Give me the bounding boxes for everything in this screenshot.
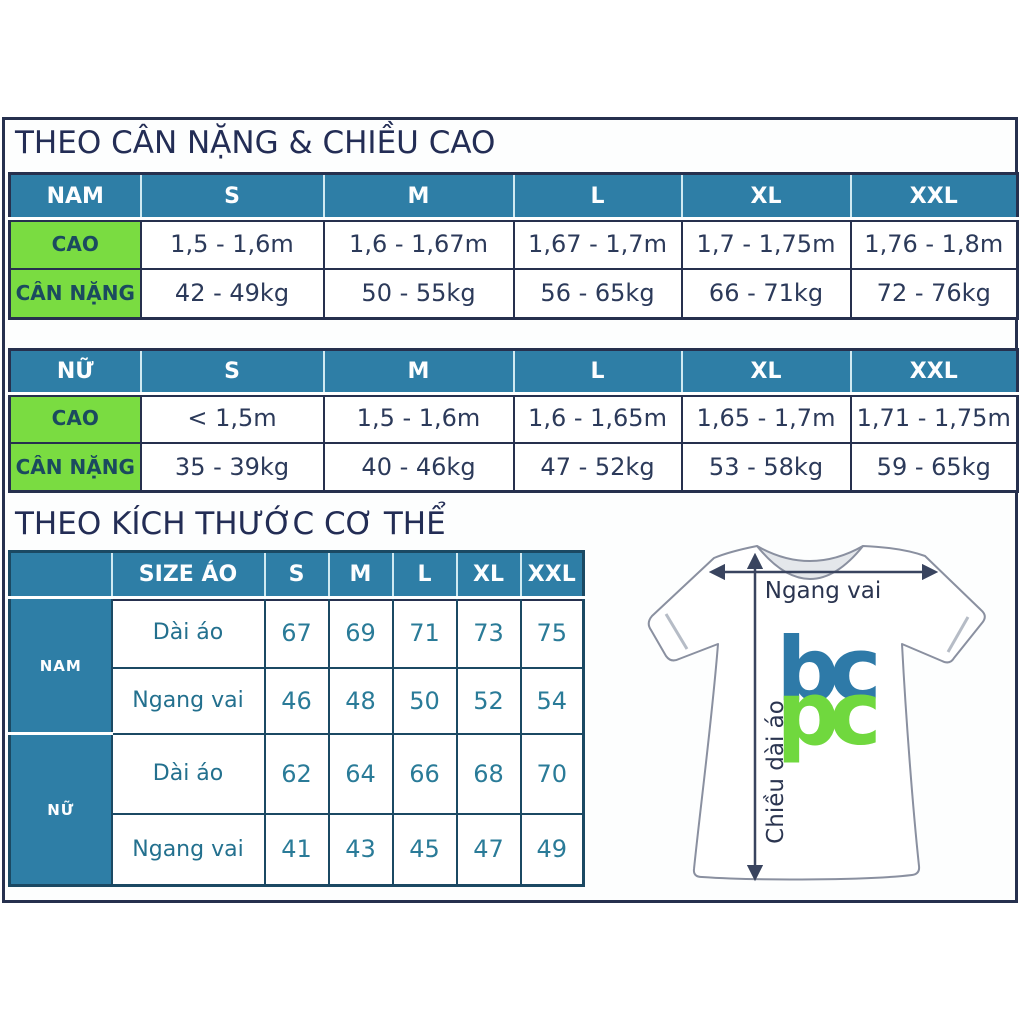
table-cell: 66 - 71kg xyxy=(680,267,852,320)
table-cell: 73 xyxy=(455,596,522,669)
table-cell: 48 xyxy=(327,666,394,735)
size-header-cell: S xyxy=(139,348,325,395)
table-row: CÂN NẶNG 42 - 49kg 50 - 55kg 56 - 65kg 6… xyxy=(8,267,1019,320)
height-row-label: CAO xyxy=(8,392,142,444)
table-cell: 1,6 - 1,65m xyxy=(512,392,683,444)
table-cell: 41 xyxy=(263,812,330,887)
table-cell: 53 - 58kg xyxy=(680,441,852,493)
table-cell: 1,71 - 1,75m xyxy=(849,392,1019,444)
shoulder-width-label: Ngang vai xyxy=(110,666,266,735)
table-cell: 1,67 - 1,7m xyxy=(512,217,683,270)
chart-frame: THEO CÂN NẶNG & CHIỀU CAO NAM S M L XL X… xyxy=(2,117,1019,903)
table-row: NAM Dài áo 67 69 71 73 75 xyxy=(8,596,585,735)
table-cell: 1,65 - 1,7m xyxy=(680,392,852,444)
table-row: Ngang vai 41 43 45 47 49 xyxy=(10,812,585,887)
table-cell: 47 - 52kg xyxy=(512,441,683,493)
size-header-cell: XXL xyxy=(519,550,585,599)
men-label-cell: NAM xyxy=(8,172,142,220)
table-cell: 43 xyxy=(327,812,394,887)
table-cell: 59 - 65kg xyxy=(849,441,1019,493)
size-header-cell: XXL xyxy=(849,172,1019,220)
table-cell: 69 xyxy=(327,596,394,669)
table-cell: 1,76 - 1,8m xyxy=(849,217,1019,270)
shirt-length-arrow-label: Chiều dài áo xyxy=(763,700,789,844)
table-cell: 47 xyxy=(455,812,522,887)
table-cell: 1,5 - 1,6m xyxy=(322,392,515,444)
table-cell: 54 xyxy=(519,666,585,735)
sleeve-seam-right xyxy=(946,616,970,653)
table-cell: 50 xyxy=(391,666,458,735)
women-label-cell: NỮ xyxy=(8,348,142,395)
logo-pc: pc xyxy=(776,662,876,765)
shirt-length-label: Dài áo xyxy=(110,732,266,815)
corner-cell xyxy=(8,550,113,599)
women-group-label: NỮ xyxy=(8,732,113,887)
table-cell: 52 xyxy=(455,666,522,735)
shirt-length-label: Dài áo xyxy=(110,596,266,669)
size-header-cell: S xyxy=(263,550,330,599)
table-row: NỮ Dài áo 62 64 66 68 70 xyxy=(8,732,585,887)
table-cell: 72 - 76kg xyxy=(849,267,1019,320)
weight-row-label: CÂN NẶNG xyxy=(8,441,142,493)
table-cell: 1,7 - 1,75m xyxy=(680,217,852,270)
size-header-cell: L xyxy=(512,172,683,220)
table-cell: 71 xyxy=(391,596,458,669)
sleeve-seam-left xyxy=(664,613,689,650)
size-header-cell: XXL xyxy=(849,348,1019,395)
table-row: CAO 1,5 - 1,6m 1,6 - 1,67m 1,67 - 1,7m 1… xyxy=(8,217,1019,270)
logo-bc: bc xyxy=(776,618,876,721)
women-height-weight-table: NỮ S M L XL XXL CAO < 1,5m 1,5 - 1,6m 1,… xyxy=(8,348,1019,493)
table-header-row: NAM S M L XL XXL xyxy=(8,172,1019,220)
shoulder-width-label: Ngang vai xyxy=(110,812,266,887)
men-height-weight-table: NAM S M L XL XXL CAO 1,5 - 1,6m 1,6 - 1,… xyxy=(8,172,1019,320)
table-cell: 70 xyxy=(519,732,585,815)
shoulder-width-arrow-label: Ngang vai xyxy=(765,578,881,604)
table-cell: 40 - 46kg xyxy=(322,441,515,493)
table-cell: 68 xyxy=(455,732,522,815)
size-header-cell: XL xyxy=(680,172,852,220)
size-header-cell: L xyxy=(512,348,683,395)
section2-title: THEO KÍCH THƯỚC CƠ THỂ xyxy=(15,506,446,542)
table-cell: 67 xyxy=(263,596,330,669)
table-row: Ngang vai 46 48 50 52 54 xyxy=(10,666,585,735)
weight-row-label: CÂN NẶNG xyxy=(8,267,142,320)
table-cell: 64 xyxy=(327,732,394,815)
table-cell: 50 - 55kg xyxy=(322,267,515,320)
table-row: CAO < 1,5m 1,5 - 1,6m 1,6 - 1,65m 1,65 -… xyxy=(8,392,1019,444)
size-header-cell: XL xyxy=(680,348,852,395)
table-cell: 35 - 39kg xyxy=(139,441,325,493)
size-header-cell: M xyxy=(322,348,515,395)
size-header-cell: M xyxy=(322,172,515,220)
table-cell: 46 xyxy=(263,666,330,735)
table-cell: 56 - 65kg xyxy=(512,267,683,320)
men-group-label: NAM xyxy=(8,596,113,735)
table-cell: < 1,5m xyxy=(139,392,325,444)
size-header-cell: XL xyxy=(455,550,522,599)
table-row: CÂN NẶNG 35 - 39kg 40 - 46kg 47 - 52kg 5… xyxy=(8,441,1019,493)
table-cell: 45 xyxy=(391,812,458,887)
table-cell: 66 xyxy=(391,732,458,815)
size-header-cell: M xyxy=(327,550,394,599)
body-measurement-table: SIZE ÁO S M L XL XXL NAM Dài áo 67 69 71… xyxy=(8,550,585,887)
height-row-label: CAO xyxy=(8,217,142,270)
table-cell: 1,5 - 1,6m xyxy=(139,217,325,270)
table-header-row: SIZE ÁO S M L XL XXL xyxy=(8,550,585,599)
shirt-size-header-cell: SIZE ÁO xyxy=(110,550,266,599)
table-cell: 42 - 49kg xyxy=(139,267,325,320)
size-header-cell: L xyxy=(391,550,458,599)
table-header-row: NỮ S M L XL XXL xyxy=(8,348,1019,395)
table-cell: 49 xyxy=(519,812,585,887)
table-cell: 62 xyxy=(263,732,330,815)
table-cell: 75 xyxy=(519,596,585,669)
tshirt-outline xyxy=(647,545,986,881)
section1-title: THEO CÂN NẶNG & CHIỀU CAO xyxy=(15,125,496,161)
tshirt-measurement-diagram: bc pc Ngang vai Chiều dài áo xyxy=(647,545,986,882)
size-header-cell: S xyxy=(139,172,325,220)
table-cell: 1,6 - 1,67m xyxy=(322,217,515,270)
